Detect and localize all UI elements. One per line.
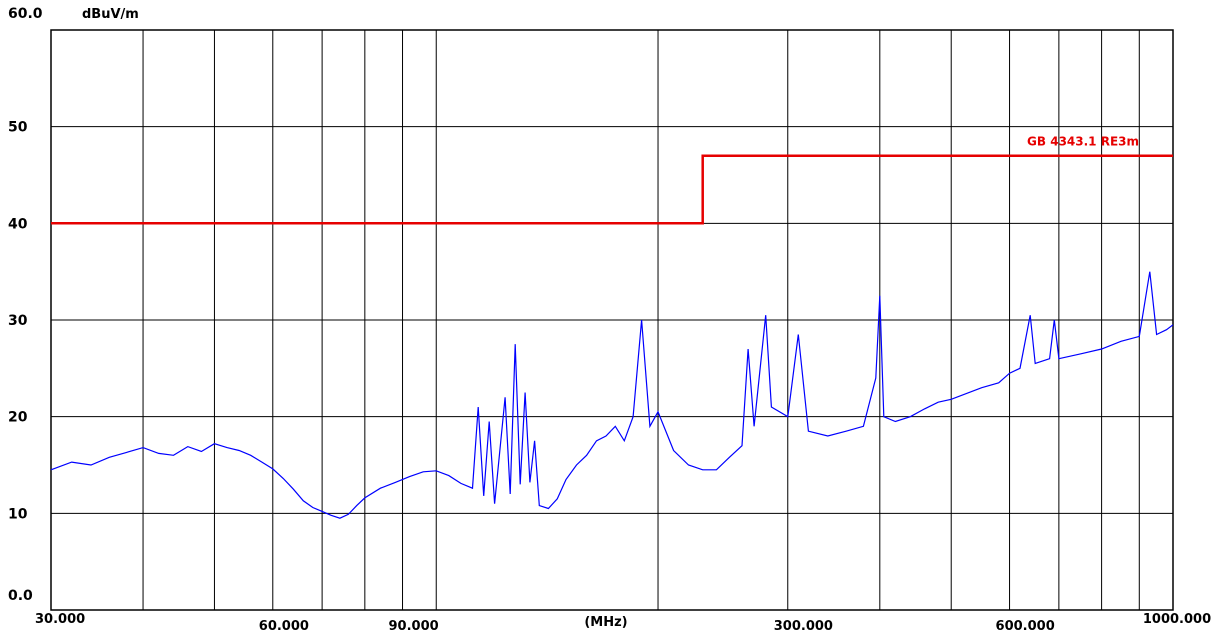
x-tick-label: 30.000	[35, 612, 85, 627]
y-tick-label: 0.0	[8, 588, 33, 604]
series-layer: GB 4343.1 RE3m	[50, 135, 1174, 519]
limit-line	[51, 154, 1173, 225]
axis-labels: dBuV/m (MHz) 0.0 10 20 30 40 50 60.0 30.000 60.0…	[8, 6, 1211, 634]
y-tick-label: 30	[8, 313, 28, 329]
y-tick-label: 50	[8, 120, 28, 136]
limit-line-label: GB 4343.1 RE3m	[1027, 135, 1139, 149]
x-axis-unit-label: (MHz)	[584, 615, 627, 630]
x-tick-label: 600.000	[996, 619, 1055, 634]
y-tick-label: 20	[8, 410, 28, 426]
measurement-trace	[50, 271, 1174, 519]
y-tick-label: 60.0	[8, 6, 43, 22]
x-tick-label: 60.000	[259, 619, 309, 634]
x-tick-label: 1000.000	[1143, 612, 1211, 627]
y-tick-label: 40	[8, 216, 28, 232]
x-tick-label: 300.000	[774, 619, 833, 634]
x-tick-label: 90.000	[389, 619, 439, 634]
y-axis-unit-label: dBuV/m	[82, 7, 139, 22]
grid-lines	[50, 29, 1174, 611]
y-tick-label: 10	[8, 506, 28, 522]
